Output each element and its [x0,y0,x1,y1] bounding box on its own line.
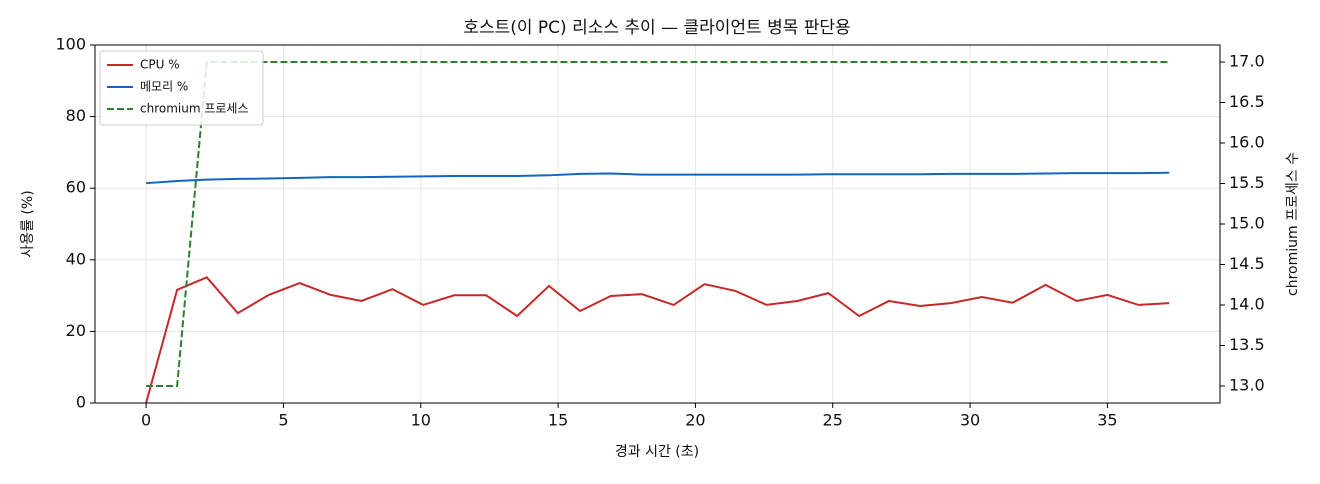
legend: CPU % 메모리 % chromium 프로세스 [99,50,264,126]
x-tick-label: 25 [823,411,843,430]
y-tick-label: 100 [55,35,86,54]
y2-tick-label: 14.0 [1229,294,1265,313]
y2-tick-label: 14.5 [1229,254,1265,273]
legend-box [99,50,264,126]
plot-frame [94,44,1221,404]
y-tick-label: 40 [66,249,86,268]
y-tick-label: 80 [66,106,86,125]
series-line [146,61,1170,387]
x-tick-label: 5 [278,411,288,430]
chart-title: 호스트(이 PC) 리소스 추이 — 클라이언트 병목 판단용 [463,18,850,38]
x-tick-label: 30 [960,411,980,430]
legend-label: 메모리 % [140,80,188,94]
y2-tick-label: 15.0 [1229,214,1265,233]
y2-tick-label: 15.5 [1229,173,1265,192]
x-tick-label: 10 [411,411,431,430]
x-tick-label: 35 [1097,411,1117,430]
y2-axis-label: chromium 프로세스 수 [1285,152,1301,296]
x-axis-label: 경과 시간 (초) [615,444,699,460]
y2-tick-label: 16.0 [1229,133,1265,152]
legend-label: chromium 프로세스 [140,102,249,116]
series-line [146,171,1170,185]
y2-tick-label: 13.0 [1229,375,1265,394]
y-tick-label: 0 [76,393,86,412]
legend-label: CPU % [140,58,180,72]
y-tick-label: 20 [66,321,86,340]
y2-tick-label: 13.5 [1229,335,1265,354]
y2-tick-label: 17.0 [1229,52,1265,71]
y-axis-label: 사용률 (%) [20,190,36,257]
x-tick-label: 20 [685,411,705,430]
y2-tick-label: 16.5 [1229,92,1265,111]
x-tick-label: 0 [141,411,151,430]
series-line [145,276,1170,404]
y-tick-label: 60 [66,178,86,197]
x-tick-label: 15 [548,411,568,430]
